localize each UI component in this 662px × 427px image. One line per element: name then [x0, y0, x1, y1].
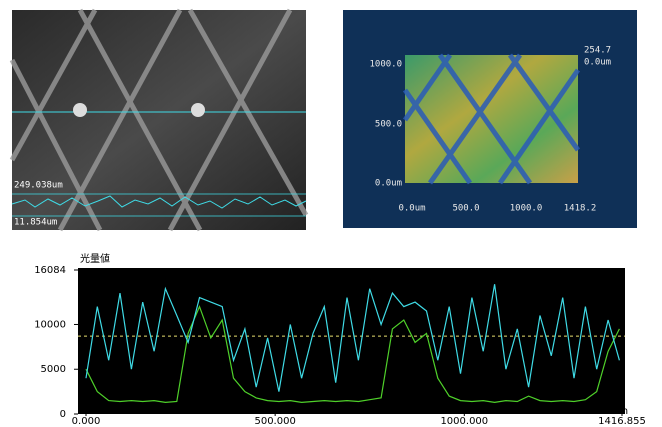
plot-area [78, 268, 625, 414]
x-tick-label: 1000.000 [440, 416, 488, 427]
page: 249.038um 11.854um 1000.0 500.0 0.0um 0.… [0, 0, 662, 427]
map-y-label: 500.0 [375, 120, 402, 130]
map-z-max: 254.7 [584, 46, 611, 56]
x-tick-label: 0.000 [72, 416, 101, 427]
map-y-label: 1000.0 [369, 60, 402, 70]
y-axis-title: 光量値 [80, 252, 110, 265]
map-y-label: 0.0um [375, 179, 402, 189]
map-z-min: 0.0um [584, 58, 611, 68]
x-tick-label: 500.000 [254, 416, 295, 427]
image-label: 249.038um [14, 181, 63, 191]
surface-map: 1000.0 500.0 0.0um 0.0um 500.0 1000.0 14… [343, 10, 637, 228]
map-x-label: 1418.2 [564, 204, 597, 214]
y-tick-label: 10000 [34, 319, 66, 330]
x-tick-label: 1416.855 [598, 416, 646, 427]
map-x-label: 500.0 [452, 204, 479, 214]
y-tick-label: 16084 [34, 265, 66, 276]
map-x-label: 1000.0 [510, 204, 543, 214]
y-tick-label: 5000 [41, 364, 66, 375]
y-tick-label: 0 [60, 409, 66, 420]
image-label: 11.854um [14, 218, 57, 228]
map-x-label: 0.0um [398, 204, 425, 214]
profile-image: 249.038um 11.854um [12, 10, 306, 230]
